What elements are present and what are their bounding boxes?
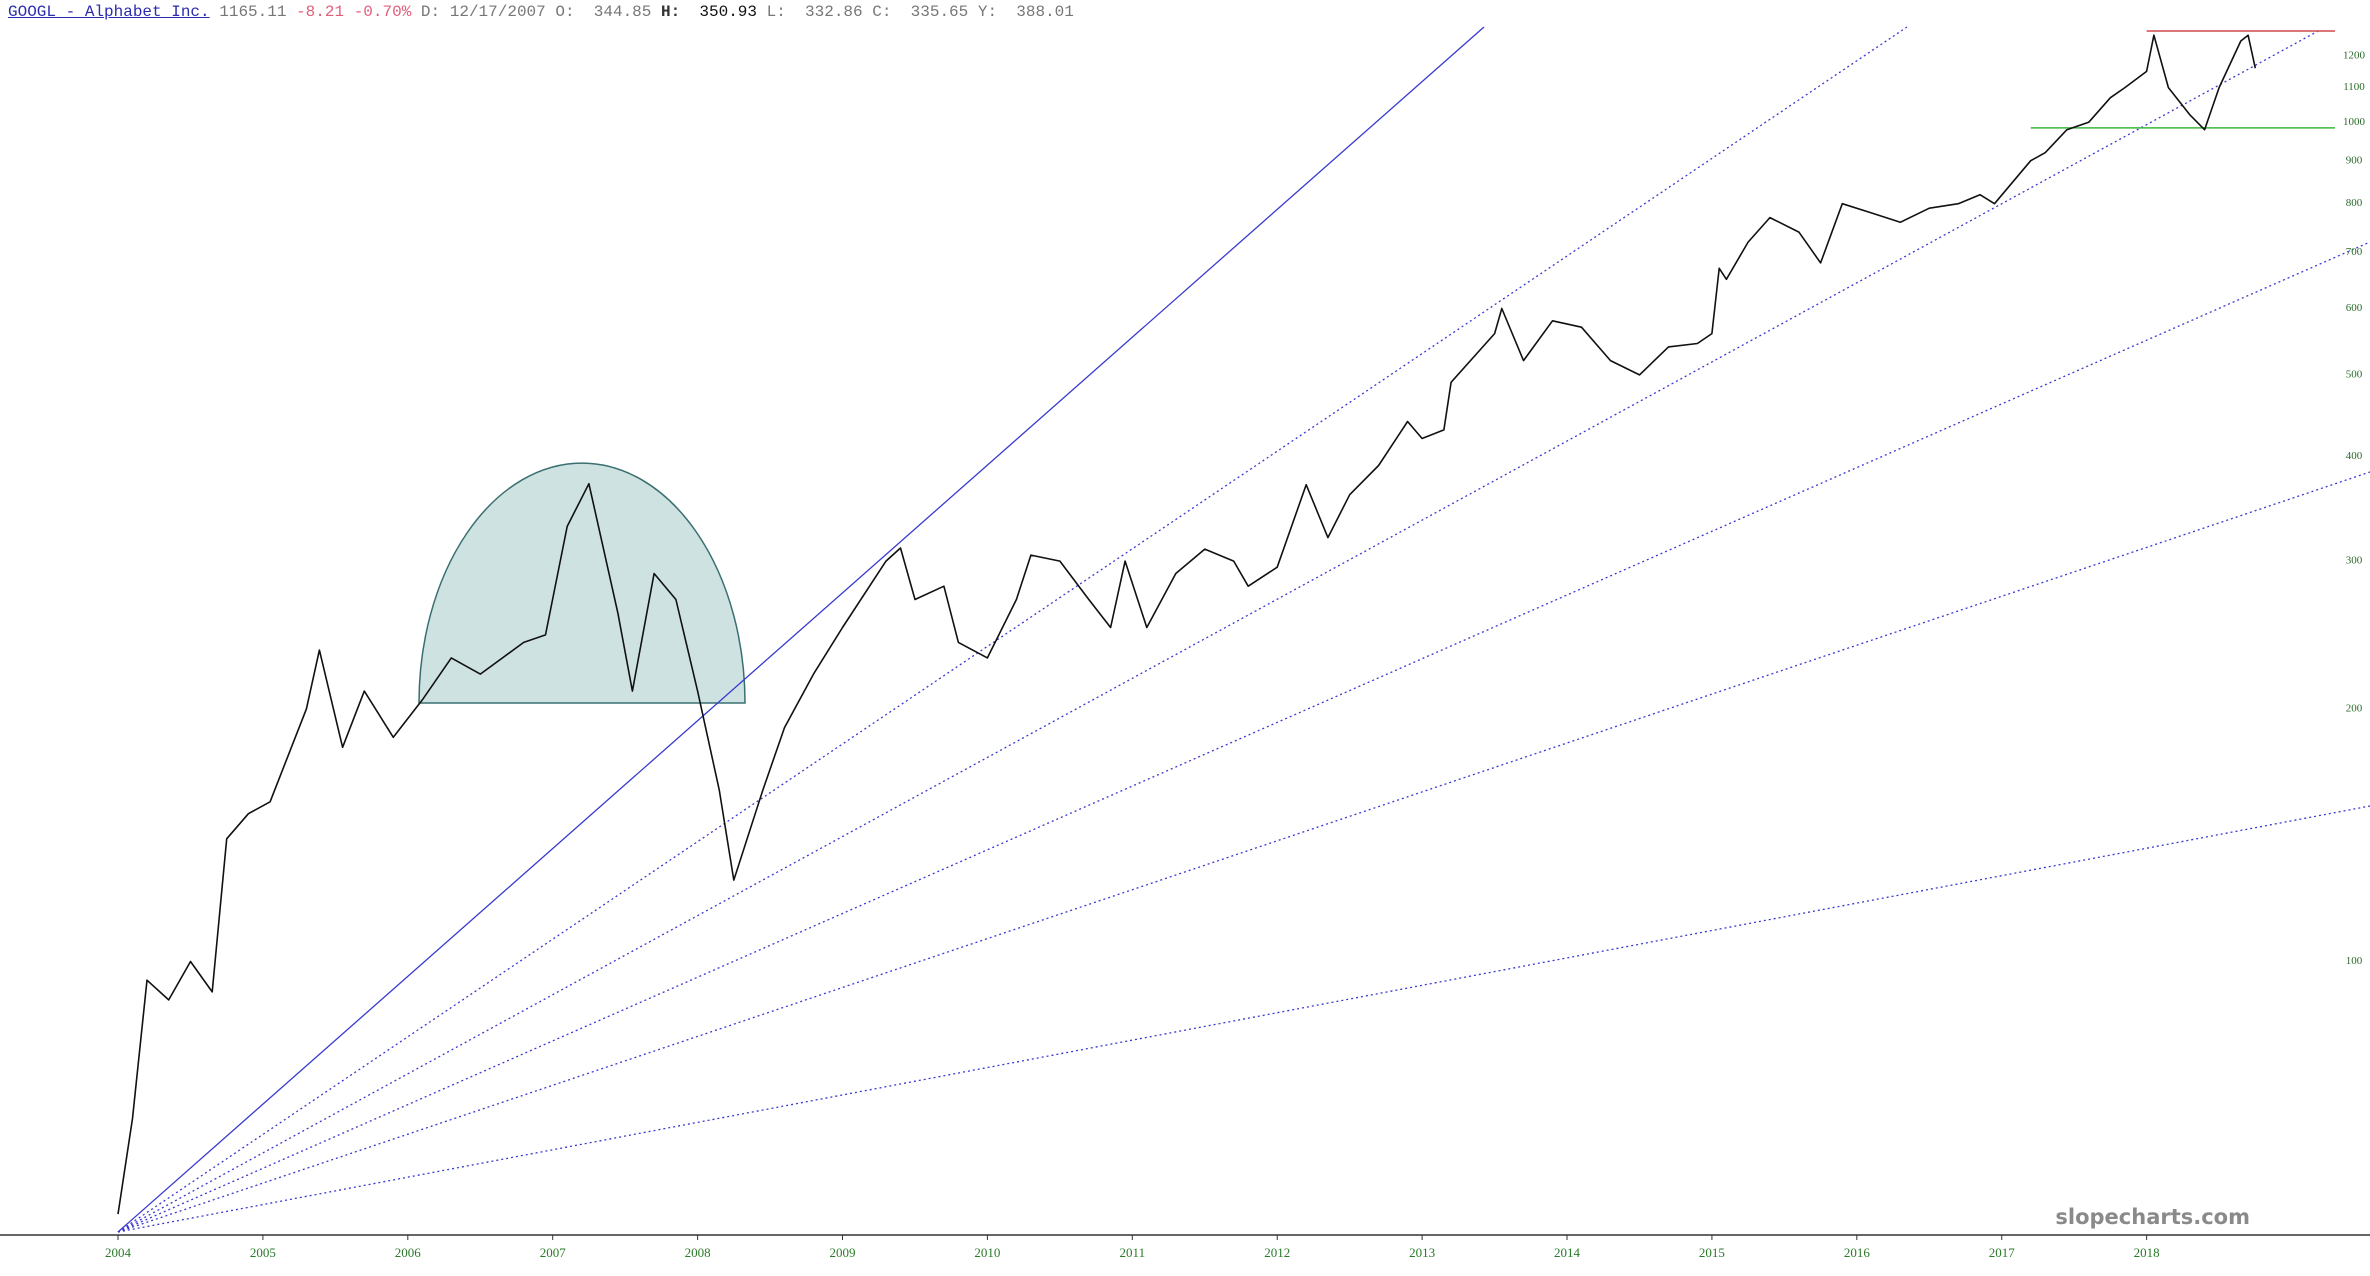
x-tick-label: 2005 xyxy=(250,1245,276,1260)
date-label: D: xyxy=(420,3,441,21)
x-tick-label: 2004 xyxy=(105,1245,132,1260)
x-tick-label: 2013 xyxy=(1409,1245,1435,1260)
y-tick-label: 1000 xyxy=(2343,116,2366,128)
y-tick-label: 900 xyxy=(2346,154,2363,166)
high: 350.93 xyxy=(699,3,757,21)
x-tick-label: 2009 xyxy=(830,1245,856,1260)
fan-line xyxy=(117,29,2321,1233)
x-tick-label: 2016 xyxy=(1844,1245,1871,1260)
y-tick-label: 500 xyxy=(2346,368,2363,380)
y-tick-label: 600 xyxy=(2346,302,2363,314)
y-tick-label: 1100 xyxy=(2343,81,2365,93)
low: 332.86 xyxy=(805,3,863,21)
high-label: H: xyxy=(660,3,681,21)
y-value: 388.01 xyxy=(1016,3,1074,21)
y-tick-label: 800 xyxy=(2346,197,2363,209)
low-label: L: xyxy=(766,3,786,21)
x-tick-label: 2012 xyxy=(1264,1245,1290,1260)
x-tick-label: 2010 xyxy=(974,1245,1000,1260)
y-tick-label: 400 xyxy=(2346,450,2363,462)
open: 344.85 xyxy=(593,3,652,21)
fan-line xyxy=(117,471,2370,1233)
y-tick-label: 1200 xyxy=(2343,49,2366,61)
x-tick-label: 2008 xyxy=(685,1245,711,1260)
x-tick-label: 2015 xyxy=(1699,1245,1725,1260)
y-tick-label: 300 xyxy=(2346,555,2363,567)
date: 12/17/2007 xyxy=(449,3,546,21)
y-tick-label: 100 xyxy=(2346,955,2363,967)
last: 1165.11 xyxy=(219,3,287,21)
x-tick-label: 2007 xyxy=(540,1245,567,1260)
fan-lines xyxy=(117,26,2370,1233)
fan-line xyxy=(117,26,1908,1233)
y-tick-label: 700 xyxy=(2346,246,2363,258)
x-tick-label: 2011 xyxy=(1120,1245,1146,1260)
change-pct: -0.70% xyxy=(353,3,412,21)
x-tick-label: 2018 xyxy=(2134,1245,2160,1260)
symbol[interactable]: GOOGL - Alphabet Inc. xyxy=(8,3,210,21)
x-tick-label: 2006 xyxy=(395,1245,422,1260)
quote-header: GOOGL - Alphabet Inc. 1165.11 -8.21 -0.7… xyxy=(8,3,1074,21)
x-tick-label: 2014 xyxy=(1554,1245,1581,1260)
close: 335.65 xyxy=(910,3,969,21)
x-tick-label: 2017 xyxy=(1989,1245,2016,1260)
y-label: Y: xyxy=(977,3,998,21)
y-tick-label: 200 xyxy=(2346,702,2363,714)
fan-line xyxy=(117,805,2370,1233)
price-line xyxy=(117,34,2257,1215)
fan-line xyxy=(117,26,1485,1233)
close-label: C: xyxy=(872,3,892,21)
rounded-top-pattern xyxy=(418,462,746,704)
fan-line xyxy=(117,241,2370,1233)
watermark: slopecharts.com xyxy=(2055,1205,2250,1229)
change: -8.21 xyxy=(296,3,345,21)
open-label: O: xyxy=(555,3,575,21)
